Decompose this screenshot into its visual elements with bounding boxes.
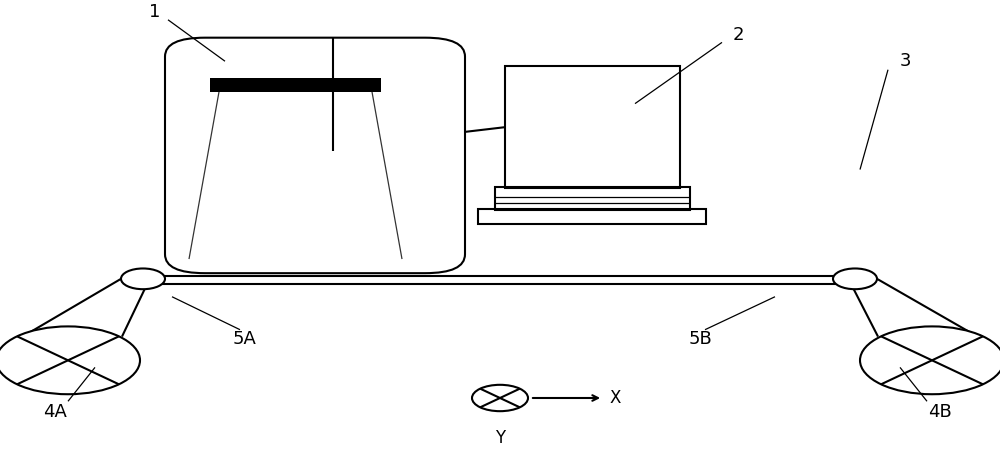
Bar	[495, 187, 690, 210]
Circle shape	[0, 326, 140, 394]
Bar	[478, 209, 706, 224]
Text: 4A: 4A	[43, 403, 67, 421]
Text: X: X	[610, 389, 621, 407]
Bar	[505, 66, 680, 188]
FancyBboxPatch shape	[165, 38, 465, 273]
Circle shape	[121, 268, 165, 289]
Circle shape	[833, 268, 877, 289]
Text: 3: 3	[899, 52, 911, 70]
Circle shape	[860, 326, 1000, 394]
Circle shape	[472, 385, 528, 411]
Text: Y: Y	[495, 429, 505, 447]
Text: 1: 1	[149, 3, 161, 21]
Bar	[210, 78, 381, 92]
Text: 4B: 4B	[928, 403, 952, 421]
Text: 5A: 5A	[233, 330, 257, 348]
Text: 5B: 5B	[688, 330, 712, 348]
Text: 2: 2	[732, 26, 744, 44]
